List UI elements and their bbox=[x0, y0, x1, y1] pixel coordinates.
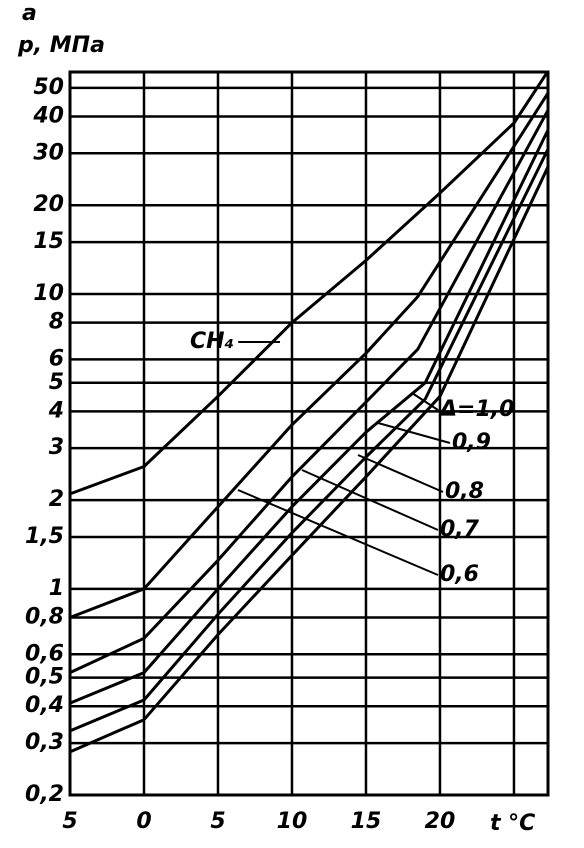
x-tick-label: 10 bbox=[277, 809, 308, 834]
y-tick-label: 4 bbox=[48, 398, 64, 423]
series-label: Δ=1,0 bbox=[438, 397, 514, 422]
y-tick-label: 5 bbox=[49, 370, 64, 395]
x-axis-label: t °C bbox=[490, 811, 535, 836]
y-tick-label: 0,3 bbox=[25, 730, 64, 755]
y-tick-label: 10 bbox=[33, 281, 64, 306]
x-tick-label: 0 bbox=[136, 809, 151, 834]
leader-line bbox=[377, 422, 451, 444]
series-label: CH₄ bbox=[190, 329, 234, 354]
series-line bbox=[69, 129, 550, 705]
y-tick-label: 50 bbox=[33, 75, 64, 100]
x-tick-label: 5 bbox=[210, 809, 225, 834]
series-line bbox=[69, 72, 548, 496]
x-tick-label: 15 bbox=[351, 809, 382, 834]
y-tick-label: 40 bbox=[32, 103, 64, 128]
series-label: 0,9 bbox=[452, 430, 491, 455]
y-axis-label: p, МПа bbox=[17, 33, 105, 58]
leader-line bbox=[237, 489, 439, 576]
x-tick-label: 5 bbox=[62, 809, 77, 834]
chart-title: a bbox=[22, 1, 37, 26]
y-tick-label: 0,5 bbox=[25, 665, 64, 690]
y-tick-label: 2 bbox=[49, 487, 64, 512]
series-label: 0,8 bbox=[445, 479, 484, 504]
series-line bbox=[69, 148, 550, 733]
y-tick-label: 1,5 bbox=[25, 524, 64, 549]
y-tick-label: 20 bbox=[33, 192, 64, 217]
series-line bbox=[69, 92, 550, 619]
y-tick-label: 3 bbox=[49, 435, 64, 460]
y-tick-label: 30 bbox=[33, 140, 64, 165]
series-label: 0,6 bbox=[440, 562, 479, 587]
y-tick-label: 0,8 bbox=[25, 604, 64, 629]
series-label: 0,7 bbox=[440, 517, 480, 542]
y-tick-label: 0,4 bbox=[25, 693, 64, 718]
plot-frame bbox=[68, 70, 550, 797]
y-tick-label: 1 bbox=[49, 576, 64, 601]
y-tick-label: 0,2 bbox=[25, 782, 64, 807]
series-line bbox=[69, 109, 550, 674]
y-tick-label: 0,6 bbox=[25, 641, 64, 666]
series-line bbox=[69, 166, 550, 754]
y-tick-label: 15 bbox=[33, 229, 64, 254]
leader-line bbox=[301, 469, 439, 531]
y-tick-label: 8 bbox=[49, 310, 64, 335]
leader-line bbox=[411, 392, 439, 411]
y-tick-label: 6 bbox=[49, 346, 64, 371]
leader-line bbox=[357, 454, 444, 493]
x-tick-label: 20 bbox=[425, 809, 456, 834]
